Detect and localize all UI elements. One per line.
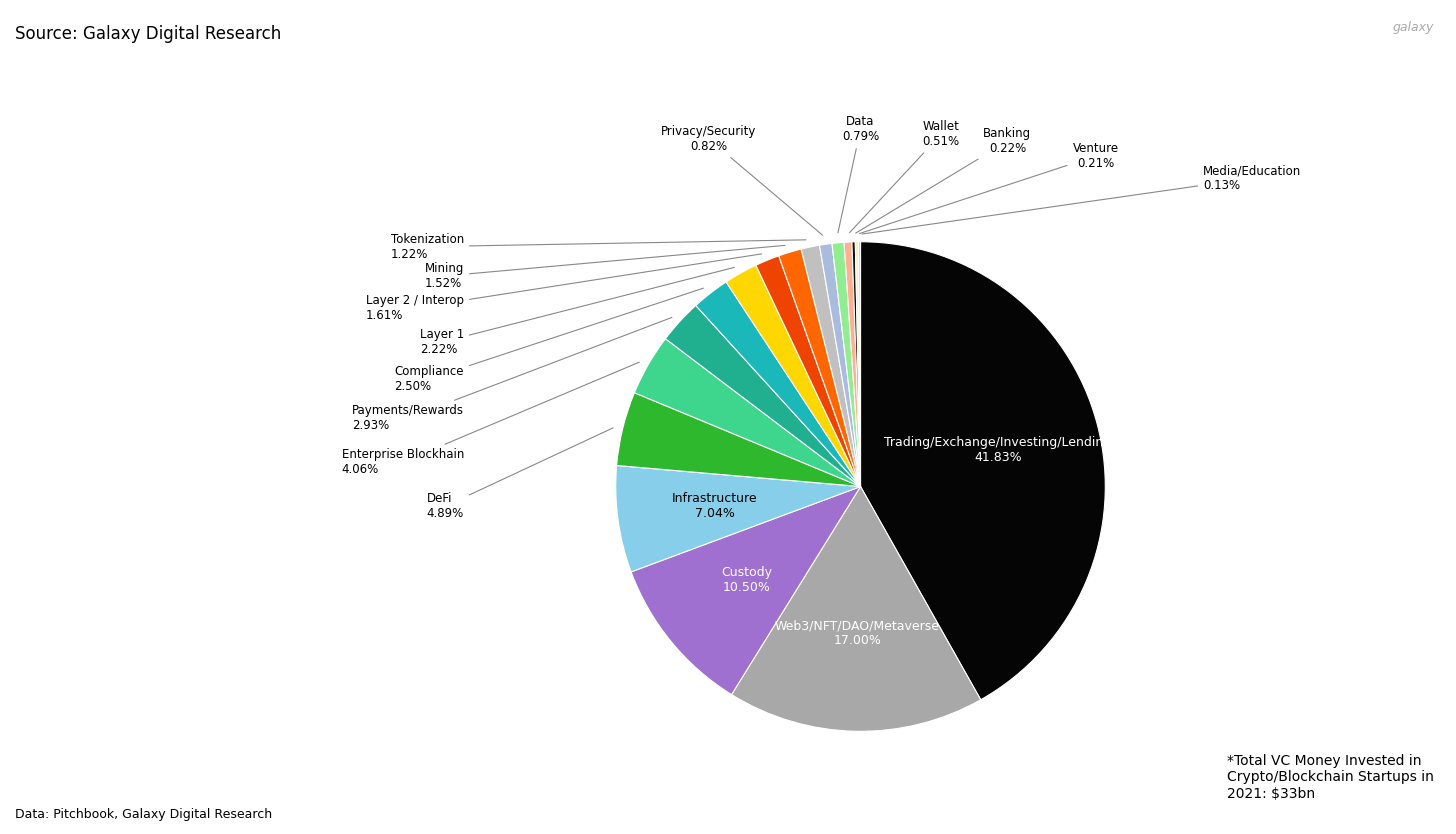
Wedge shape [617,393,860,486]
Text: Wallet
0.51%: Wallet 0.51% [849,120,960,233]
Wedge shape [860,242,1105,700]
Text: Web3/NFT/DAO/Metaverse
17.00%: Web3/NFT/DAO/Metaverse 17.00% [775,620,941,647]
Text: *Total VC Money Invested in
Crypto/Blockchain Startups in
2021: $33bn: *Total VC Money Invested in Crypto/Block… [1227,754,1434,801]
Wedge shape [844,242,860,486]
Wedge shape [831,243,860,486]
Text: Privacy/Security
0.82%: Privacy/Security 0.82% [661,125,823,235]
Wedge shape [801,245,860,486]
Wedge shape [852,242,860,486]
Text: DeFi
4.89%: DeFi 4.89% [427,428,613,520]
Text: Compliance
2.50%: Compliance 2.50% [395,289,703,393]
Text: Enterprise Blockhain
4.06%: Enterprise Blockhain 4.06% [342,362,639,476]
Wedge shape [859,242,860,486]
Text: Media/Education
0.13%: Media/Education 0.13% [862,164,1302,234]
Wedge shape [855,242,860,486]
Text: Custody
10.50%: Custody 10.50% [721,565,772,594]
Wedge shape [616,465,860,572]
Text: Tokenization
1.22%: Tokenization 1.22% [390,233,807,261]
Text: Mining
1.52%: Mining 1.52% [425,245,785,290]
Wedge shape [635,339,860,486]
Text: Payments/Rewards
2.93%: Payments/Rewards 2.93% [352,318,671,432]
Wedge shape [727,265,860,486]
Text: galaxy: galaxy [1393,21,1434,34]
Text: Layer 1
2.22%: Layer 1 2.22% [419,268,734,356]
Text: Infrastructure
7.04%: Infrastructure 7.04% [673,492,757,520]
Text: Layer 2 / Interop
1.61%: Layer 2 / Interop 1.61% [365,254,761,322]
Wedge shape [731,486,981,731]
Wedge shape [696,282,860,486]
Text: Venture
0.21%: Venture 0.21% [859,142,1118,234]
Wedge shape [820,244,860,486]
Wedge shape [630,486,860,695]
Text: Trading/Exchange/Investing/Lending
41.83%: Trading/Exchange/Investing/Lending 41.83… [884,436,1111,465]
Wedge shape [665,305,860,486]
Text: Source: Galaxy Digital Research: Source: Galaxy Digital Research [15,25,281,43]
Wedge shape [779,249,860,486]
Text: Data: Pitchbook, Galaxy Digital Research: Data: Pitchbook, Galaxy Digital Research [15,808,272,821]
Text: Data
0.79%: Data 0.79% [839,115,879,233]
Text: Banking
0.22%: Banking 0.22% [856,128,1031,233]
Wedge shape [756,256,860,486]
